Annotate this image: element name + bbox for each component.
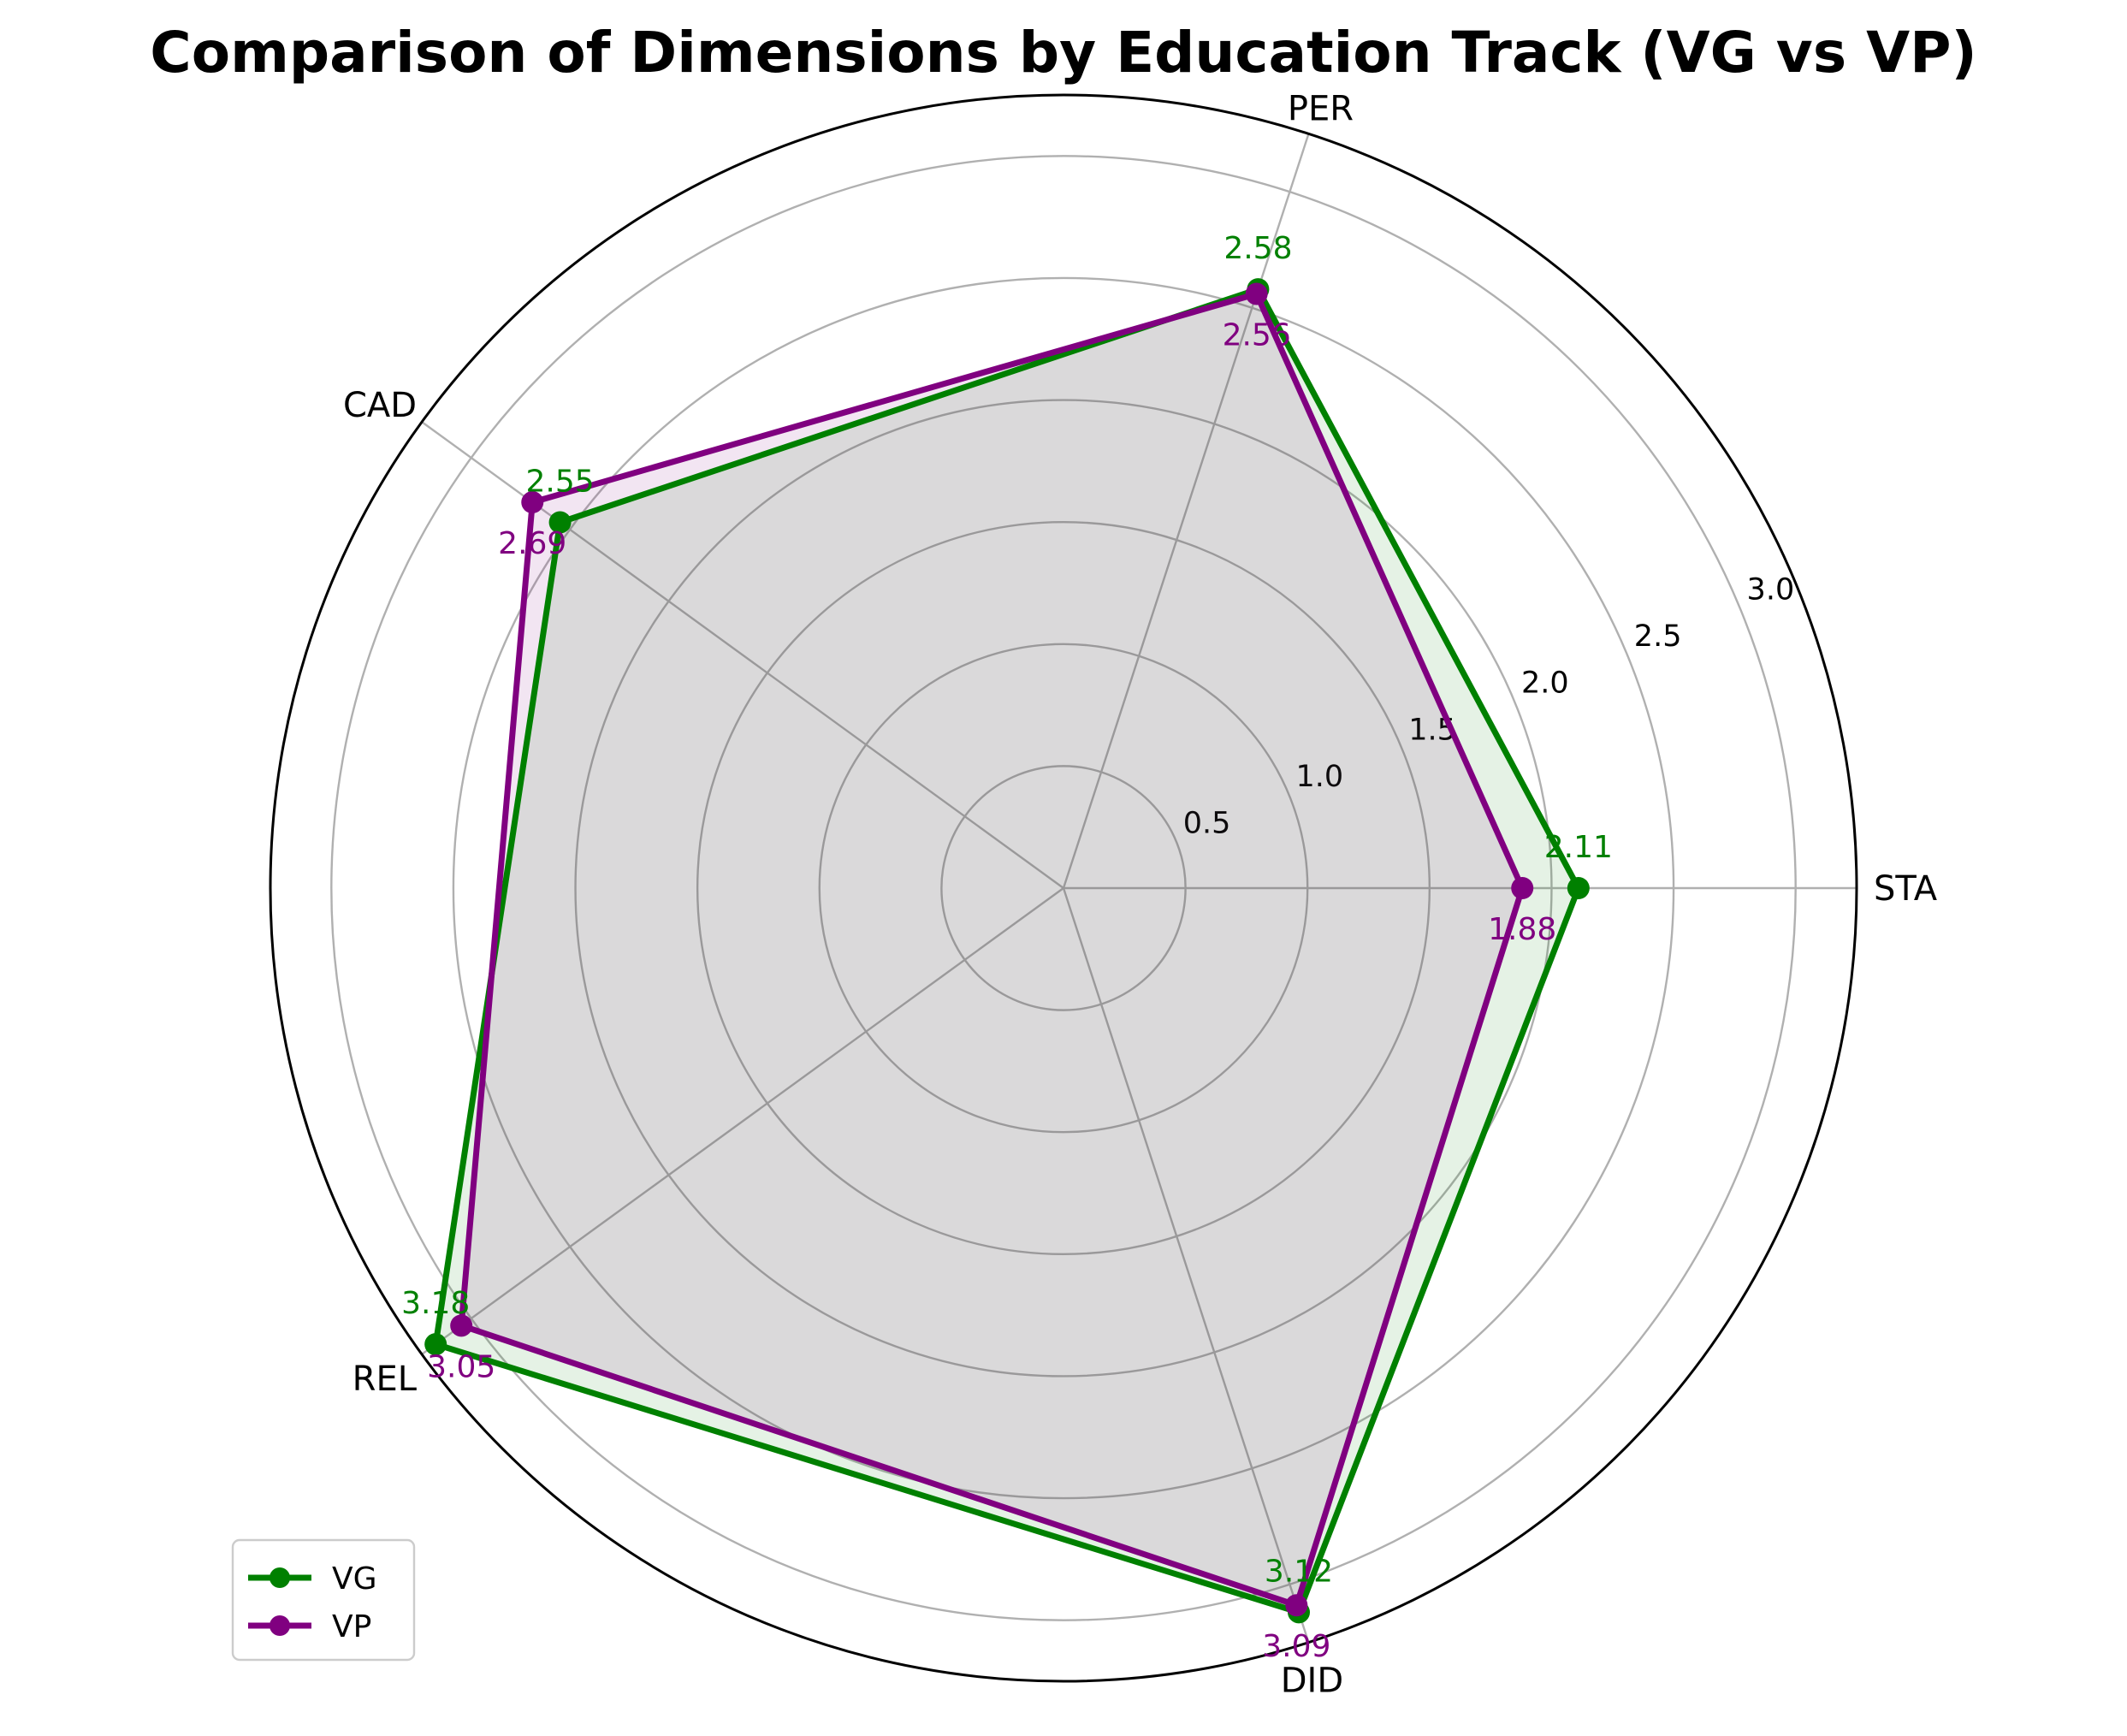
category-label-per: PER <box>1288 89 1354 128</box>
data-point-vp-sta <box>1511 877 1534 899</box>
grid-layer: 0.51.01.52.02.53.0 <box>269 93 1858 1683</box>
legend-box <box>231 1538 416 1662</box>
series-layer <box>424 278 1590 1624</box>
label-layer: STA PER CAD REL DID 2.11 2.58 2.55 3.18 3.12 1.88 2… <box>343 89 1938 1700</box>
data-point-vg-cad <box>548 511 572 534</box>
data-label-vg-sta: 2.11 <box>1544 830 1613 865</box>
data-point-vp-did <box>1285 1594 1308 1617</box>
category-label-did: DID <box>1281 1662 1343 1701</box>
data-point-vp-rel <box>450 1314 473 1337</box>
chart-title: Comparison of Dimensions by Education Tr… <box>150 20 1976 86</box>
spoke-rel <box>421 887 1064 1355</box>
series-area-vp <box>461 293 1523 1606</box>
radial-tick-label: 0.5 <box>1183 806 1231 840</box>
data-label-vp-sta: 1.88 <box>1488 912 1556 947</box>
data-label-vg-cad: 2.55 <box>525 464 594 499</box>
legend-label-vg: VG <box>332 1561 377 1597</box>
data-point-vp-per <box>1245 282 1268 305</box>
data-label-vp-cad: 2.69 <box>498 526 566 561</box>
data-label-vg-rel: 3.18 <box>401 1286 470 1321</box>
spoke-did <box>1062 887 1310 1644</box>
data-label-vp-per: 2.56 <box>1223 318 1291 353</box>
radial-tick-label: 2.0 <box>1521 667 1569 701</box>
legend-marker-vp <box>270 1615 290 1636</box>
data-label-vp-did: 3.09 <box>1262 1629 1330 1664</box>
radial-tick-label: 1.0 <box>1296 760 1344 794</box>
legend-label-vp: VP <box>332 1609 371 1644</box>
data-label-vg-did: 3.12 <box>1265 1554 1333 1589</box>
category-label-rel: REL <box>353 1360 418 1399</box>
data-point-vg-sta <box>1567 877 1590 899</box>
series-line-vp <box>458 291 1526 1609</box>
data-label-vp-rel: 3.05 <box>427 1349 495 1384</box>
category-label-sta: STA <box>1874 869 1938 909</box>
data-label-vg-per: 2.58 <box>1223 231 1292 266</box>
data-point-vg-rel <box>424 1333 447 1356</box>
legend-marker-vg <box>270 1567 290 1588</box>
series-area-vg <box>435 289 1579 1613</box>
category-label-cad: CAD <box>343 386 417 425</box>
polar-frame <box>269 93 1858 1683</box>
spoke-per <box>1062 133 1310 889</box>
radial-tick-label: 2.5 <box>1634 619 1682 654</box>
data-point-vp-cad <box>521 491 544 514</box>
legend: VG VP <box>231 1538 416 1662</box>
radial-tick-label: 3.0 <box>1747 573 1795 607</box>
